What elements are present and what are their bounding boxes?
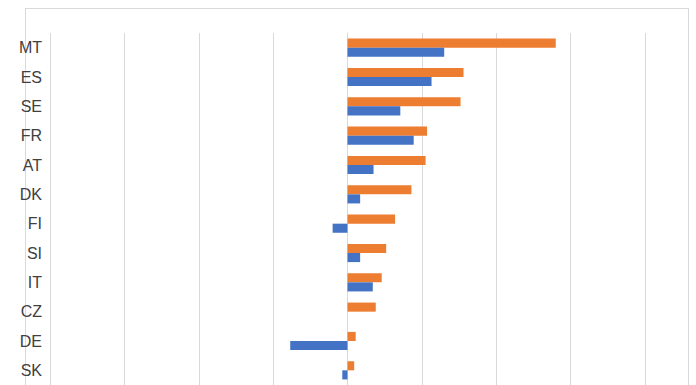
svg-text:DK: DK xyxy=(20,186,43,203)
svg-text:CZ: CZ xyxy=(21,303,43,320)
svg-text:ES: ES xyxy=(21,69,42,86)
svg-text:AT: AT xyxy=(23,157,42,174)
svg-text:FR: FR xyxy=(21,127,42,144)
svg-text:SE: SE xyxy=(21,98,42,115)
svg-text:DE: DE xyxy=(20,333,42,350)
svg-text:SI: SI xyxy=(27,245,42,262)
svg-text:MT: MT xyxy=(19,39,42,56)
svg-text:SK: SK xyxy=(21,362,43,379)
svg-text:IT: IT xyxy=(28,274,42,291)
svg-text:FI: FI xyxy=(28,215,42,232)
